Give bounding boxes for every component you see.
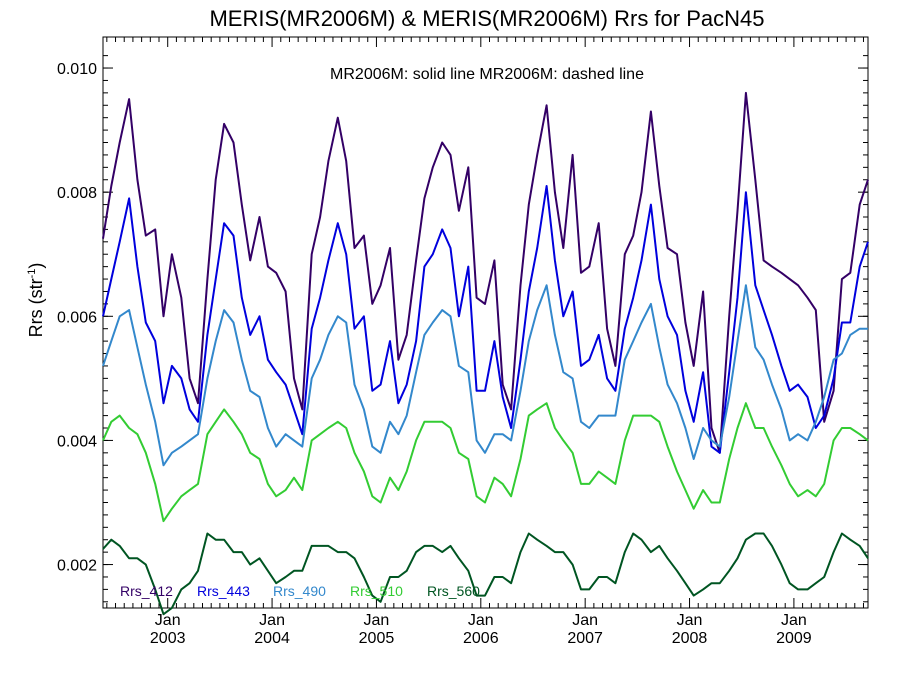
x-tick-label-year: 2004: [254, 630, 290, 647]
legend: Rrs_412 Rrs_443 Rrs_490 Rrs_510 Rrs_560: [120, 583, 480, 599]
x-tick-label-month: Jan: [364, 612, 390, 629]
x-tick-label-month: Jan: [572, 612, 598, 629]
y-tick-label: 0.004: [57, 433, 97, 450]
y-tick-label: 0.010: [57, 61, 97, 78]
x-tick-label-month: Jan: [781, 612, 807, 629]
y-tick-label: 0.002: [57, 558, 97, 575]
series-line-rrs-490: [102, 284, 868, 467]
x-tick-label-month: Jan: [677, 612, 703, 629]
y-axis-label-superscript: -1: [26, 269, 38, 279]
series-line-rrs-560: [102, 532, 869, 616]
x-tick-label-month: Jan: [468, 612, 494, 629]
plot-border: [102, 36, 869, 609]
x-tick-label-year: 2007: [567, 630, 603, 647]
y-axis-label-main: Rrs (str: [26, 278, 46, 337]
y-tick-label: 0.006: [57, 309, 97, 326]
x-tick-label-year: 2006: [463, 630, 499, 647]
x-tick-label-year: 2003: [150, 630, 186, 647]
legend-entry: Rrs_412: [120, 583, 173, 599]
line-style-annotation: MR2006M: solid line MR2006M: dashed line: [330, 66, 644, 83]
x-tick-label-month: Jan: [259, 612, 285, 629]
series-lines: [102, 91, 869, 616]
y-axis-label-close: ): [26, 263, 46, 269]
y-axis-label: Rrs (str-1): [26, 263, 46, 338]
legend-entry: Rrs_443: [197, 583, 250, 599]
legend-entry: Rrs_490: [273, 583, 326, 599]
series-line-rrs-443: [102, 185, 869, 454]
plot-frame: [102, 36, 869, 609]
y-axis: 0.002 0.004 0.006 0.008 0.010: [57, 55, 868, 603]
x-tick-label-month: Jan: [155, 612, 181, 629]
x-tick-label-year: 2009: [776, 630, 812, 647]
legend-entry: Rrs_510: [350, 583, 403, 599]
series-line-rrs-510: [102, 402, 869, 523]
chart-title: MERIS(MR2006M) & MERIS(MR2006M) Rrs for …: [209, 6, 764, 31]
legend-entry: Rrs_560: [427, 583, 480, 599]
x-axis: Jan2003Jan2004Jan2005Jan2006Jan2007Jan20…: [106, 37, 864, 647]
x-tick-label-year: 2008: [672, 630, 708, 647]
y-tick-label: 0.008: [57, 185, 97, 202]
x-tick-label-year: 2005: [359, 630, 395, 647]
series-line-rrs-412: [102, 91, 869, 454]
